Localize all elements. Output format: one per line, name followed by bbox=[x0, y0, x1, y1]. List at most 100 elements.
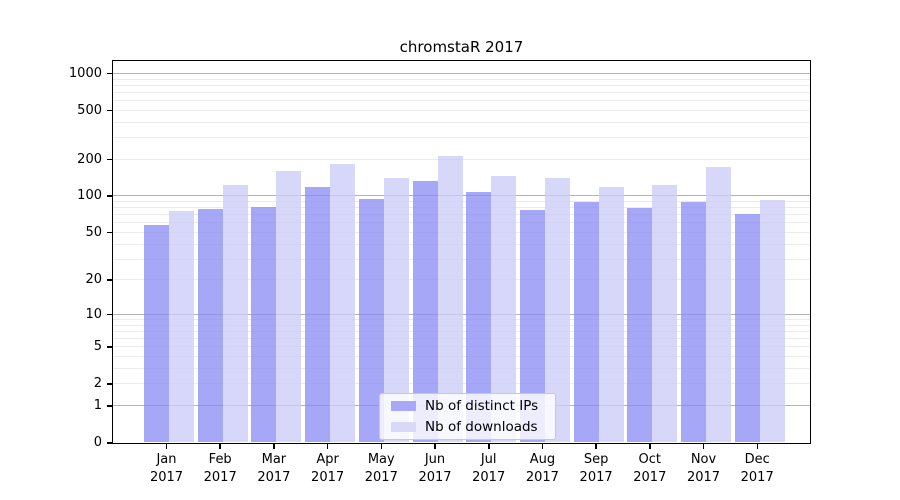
legend-swatch-distinct-ips bbox=[391, 401, 416, 411]
bar-downloads-sep bbox=[598, 187, 624, 442]
x-tick-label-jul: Jul 2017 bbox=[461, 451, 517, 487]
y-tick-mark bbox=[107, 231, 112, 234]
bar-downloads-apr bbox=[330, 164, 356, 442]
gridline-minor bbox=[113, 78, 810, 80]
x-tick-mark bbox=[488, 444, 490, 449]
x-tick-month: Jul bbox=[480, 452, 497, 467]
legend-row-downloads: Nb of downloads bbox=[391, 420, 555, 434]
y-tick-mark bbox=[107, 442, 112, 444]
bar-distinct-ips-apr bbox=[305, 186, 331, 442]
bar-distinct-ips-sep bbox=[573, 201, 599, 442]
x-tick-month: Feb bbox=[208, 452, 232, 467]
x-tick-month: Mar bbox=[261, 452, 287, 467]
y-tick-mark bbox=[107, 346, 112, 348]
y-tick-mark bbox=[107, 383, 112, 385]
gridline-minor bbox=[113, 100, 810, 102]
x-tick-mark bbox=[219, 444, 221, 449]
x-tick-year: 2017 bbox=[633, 470, 667, 485]
bar-distinct-ips-mar bbox=[251, 207, 277, 442]
y-tick-label: 2 bbox=[93, 376, 102, 392]
x-tick-mark bbox=[649, 444, 651, 449]
bar-downloads-dec bbox=[759, 200, 785, 442]
x-tick-mark bbox=[380, 444, 383, 449]
x-tick-mark bbox=[756, 444, 758, 449]
y-tick-label: 1 bbox=[93, 398, 102, 413]
x-tick-year: 2017 bbox=[579, 470, 613, 485]
x-tick-month: Apr bbox=[316, 452, 339, 467]
bar-distinct-ips-nov bbox=[681, 202, 706, 442]
x-tick-month: Nov bbox=[690, 452, 717, 467]
x-tick-month: Aug bbox=[529, 452, 556, 467]
y-tick-mark bbox=[107, 195, 112, 197]
x-tick-year: 2017 bbox=[257, 470, 291, 485]
gridline-minor bbox=[113, 91, 810, 93]
legend-label-distinct-ips: Nb of distinct IPs bbox=[425, 398, 539, 414]
x-tick-year: 2017 bbox=[740, 470, 774, 485]
y-tick-label: 100 bbox=[77, 188, 102, 204]
y-tick-mark bbox=[107, 405, 112, 407]
x-tick-year: 2017 bbox=[686, 470, 721, 485]
gridline-minor bbox=[113, 84, 810, 86]
x-tick-month: Dec bbox=[744, 452, 770, 467]
bar-downloads-jan bbox=[169, 211, 194, 442]
y-tick-label: 10 bbox=[85, 306, 102, 322]
gridline-major bbox=[113, 72, 810, 74]
x-tick-year: 2017 bbox=[472, 470, 506, 485]
bar-downloads-oct bbox=[652, 185, 678, 442]
x-tick-mark bbox=[702, 444, 705, 449]
x-tick-mark bbox=[541, 444, 544, 449]
x-tick-month: Jan bbox=[156, 452, 177, 467]
y-tick-label: 50 bbox=[85, 224, 102, 240]
y-tick-label: 5 bbox=[93, 339, 102, 355]
x-tick-label-feb: Feb 2017 bbox=[192, 451, 248, 487]
x-tick-label-jun: Jun 2017 bbox=[407, 451, 463, 487]
legend: Nb of distinct IPs Nb of downloads bbox=[379, 393, 556, 440]
bar-distinct-ips-dec bbox=[734, 214, 760, 442]
x-tick-year: 2017 bbox=[364, 470, 398, 485]
y-tick-mark bbox=[107, 313, 112, 316]
bar-distinct-ips-jan bbox=[144, 225, 169, 442]
bar-distinct-ips-feb bbox=[197, 209, 223, 442]
y-tick-mark bbox=[107, 109, 112, 112]
x-tick-label-dec: Dec 2017 bbox=[729, 451, 785, 487]
x-tick-mark bbox=[165, 444, 168, 449]
x-tick-year: 2017 bbox=[418, 470, 452, 485]
gridline-minor bbox=[113, 137, 810, 139]
plot-area bbox=[112, 60, 811, 444]
bar-downloads-mar bbox=[276, 170, 302, 442]
y-tick-label: 500 bbox=[77, 102, 102, 118]
x-tick-year: 2017 bbox=[311, 470, 345, 485]
y-tick-label: 1000 bbox=[68, 65, 102, 81]
x-tick-label-oct: Oct 2017 bbox=[622, 451, 678, 487]
x-tick-mark bbox=[326, 444, 329, 449]
x-tick-month: Sep bbox=[583, 452, 609, 467]
legend-label-downloads: Nb of downloads bbox=[425, 419, 538, 435]
x-tick-mark bbox=[434, 444, 436, 449]
gridline-minor bbox=[113, 121, 810, 123]
chart-title: chromstaR 2017 bbox=[399, 38, 524, 56]
x-tick-year: 2017 bbox=[203, 470, 237, 485]
y-tick-mark bbox=[107, 158, 112, 161]
gridline-minor bbox=[113, 109, 810, 111]
x-tick-label-aug: Aug 2017 bbox=[514, 451, 570, 487]
bar-downloads-nov bbox=[706, 167, 731, 442]
y-tick-mark bbox=[107, 279, 112, 281]
x-tick-label-apr: Apr 2017 bbox=[300, 451, 356, 487]
x-tick-label-jan: Jan 2017 bbox=[139, 451, 195, 487]
x-tick-label-may: May 2017 bbox=[353, 451, 409, 487]
x-tick-label-mar: Mar 2017 bbox=[246, 451, 302, 487]
y-tick-label: 20 bbox=[85, 272, 102, 288]
legend-row-distinct-ips: Nb of distinct IPs bbox=[391, 399, 555, 413]
bar-downloads-feb bbox=[222, 185, 248, 442]
x-tick-year: 2017 bbox=[525, 470, 559, 485]
x-tick-mark bbox=[595, 444, 597, 449]
x-tick-month: May bbox=[367, 452, 395, 467]
legend-swatch-downloads bbox=[391, 422, 416, 432]
x-tick-year: 2017 bbox=[149, 470, 184, 485]
y-tick-mark bbox=[107, 72, 112, 75]
bar-distinct-ips-oct bbox=[627, 207, 653, 442]
y-tick-label: 0 bbox=[93, 435, 102, 450]
y-tick-label: 200 bbox=[77, 151, 102, 167]
x-tick-mark bbox=[273, 444, 275, 449]
